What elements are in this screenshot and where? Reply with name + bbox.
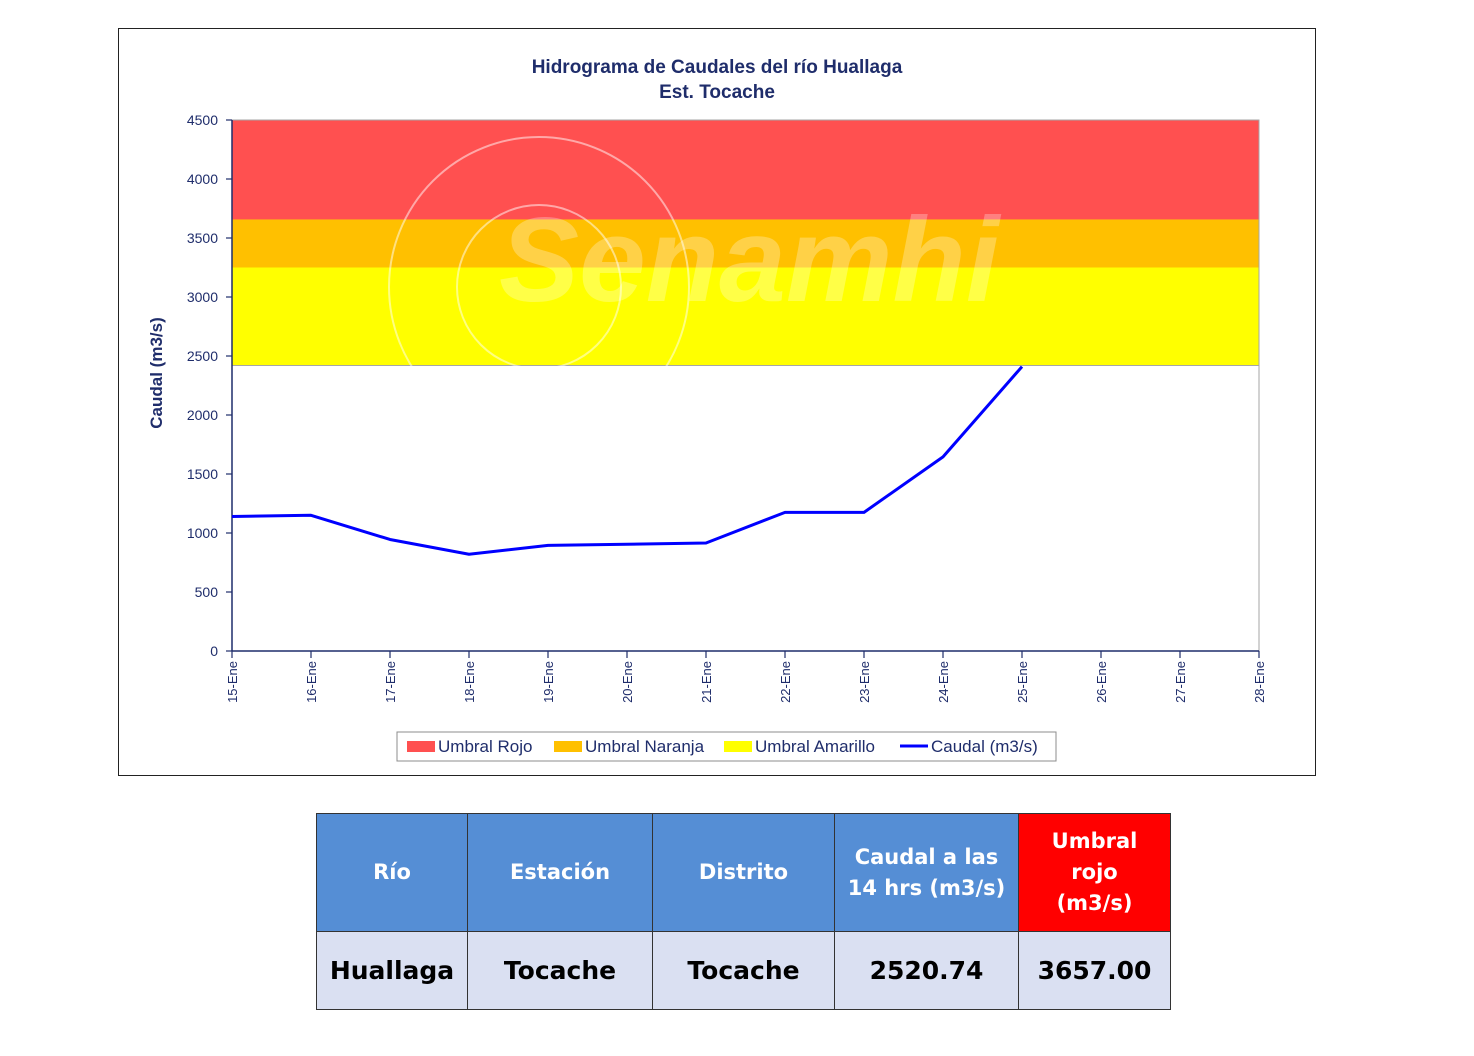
y-tick-label: 500 (195, 584, 219, 600)
band-0 (232, 120, 1259, 220)
header-caudal: Caudal a las 14 hrs (m3/s) (834, 813, 1019, 932)
cell-caudal: 2520.74 (834, 931, 1019, 1010)
legend-label: Umbral Amarillo (755, 737, 875, 756)
y-tick-label: 2000 (187, 407, 218, 423)
series-lines (231, 365, 1024, 556)
x-tick-label: 18-Ene (462, 661, 477, 703)
legend-swatch (724, 741, 752, 752)
legend-label: Umbral Rojo (438, 737, 532, 756)
y-tick-label: 4500 (187, 112, 218, 128)
x-tick-label: 17-Ene (383, 661, 398, 703)
x-tick-label: 22-Ene (778, 661, 793, 703)
chart-title: Hidrograma de Caudales del río Huallaga (532, 57, 903, 78)
header-rio: Río (316, 813, 468, 932)
legend-label: Umbral Naranja (585, 737, 705, 756)
x-tick-label: 28-Ene (1252, 661, 1267, 703)
legend-swatch (407, 741, 435, 752)
y-tick-label: 1000 (187, 525, 218, 541)
y-tick-label: 2500 (187, 348, 218, 364)
header-umbral-rojo: Umbral rojo (m3/s) (1018, 813, 1171, 932)
watermark: Senamhi (388, 136, 1002, 438)
station-table: Río Estación Distrito Caudal a las 14 hr… (316, 813, 1171, 1010)
hydrograph-chart: Hidrograma de Caudales del río Huallaga … (118, 28, 1316, 776)
band-1 (232, 219, 1259, 268)
table-row: Huallaga Tocache Tocache 2520.74 3657.00 (316, 931, 1171, 1010)
y-tick-label: 0 (210, 643, 218, 659)
x-tick-label: 16-Ene (304, 661, 319, 703)
chart-subtitle: Est. Tocache (659, 82, 775, 103)
y-axis-label: Caudal (m3/s) (147, 317, 166, 428)
header-umbral-label: Umbral rojo (m3/s) (1051, 829, 1138, 915)
x-tick-label: 23-Ene (857, 661, 872, 703)
header-estacion: Estación (467, 813, 653, 932)
legend-label: Caudal (m3/s) (931, 737, 1038, 756)
x-tick-label: 15-Ene (225, 661, 240, 703)
x-tick-label: 21-Ene (699, 661, 714, 703)
watermark-text: Senamhi (499, 193, 1002, 327)
header-caudal-label: Caudal a las 14 hrs (m3/s) (847, 844, 1006, 900)
header-distrito: Distrito (652, 813, 835, 932)
x-tick-label: 19-Ene (541, 661, 556, 703)
legend-swatch (554, 741, 582, 752)
cell-distrito: Tocache (652, 931, 835, 1010)
axes: 0 500 1000 1500 2000 2500 3000 3500 4000 4500 15-E… (187, 112, 1267, 703)
y-tick-label: 1500 (187, 466, 218, 482)
chart-canvas: Hidrograma de Caudales del río Huallaga … (147, 57, 1267, 762)
x-tick-label: 24-Ene (936, 661, 951, 703)
y-tick-label: 3500 (187, 230, 218, 246)
table-header-row: Río Estación Distrito Caudal a las 14 hr… (316, 813, 1171, 932)
x-tick-label: 26-Ene (1094, 661, 1109, 703)
cell-umbral-rojo: 3657.00 (1018, 931, 1171, 1010)
y-tick-label: 3000 (187, 289, 218, 305)
x-tick-label: 25-Ene (1015, 661, 1030, 703)
legend: Umbral Rojo Umbral Naranja Umbral Amarillo… (396, 731, 1057, 762)
cell-estacion: Tocache (467, 931, 653, 1010)
sun-logo-icon (388, 136, 690, 438)
y-tick-label: 4000 (187, 171, 218, 187)
cell-rio: Huallaga (316, 931, 468, 1010)
x-tick-label: 27-Ene (1173, 661, 1188, 703)
x-tick-label: 20-Ene (620, 661, 635, 703)
series-line-0 (231, 365, 1024, 556)
